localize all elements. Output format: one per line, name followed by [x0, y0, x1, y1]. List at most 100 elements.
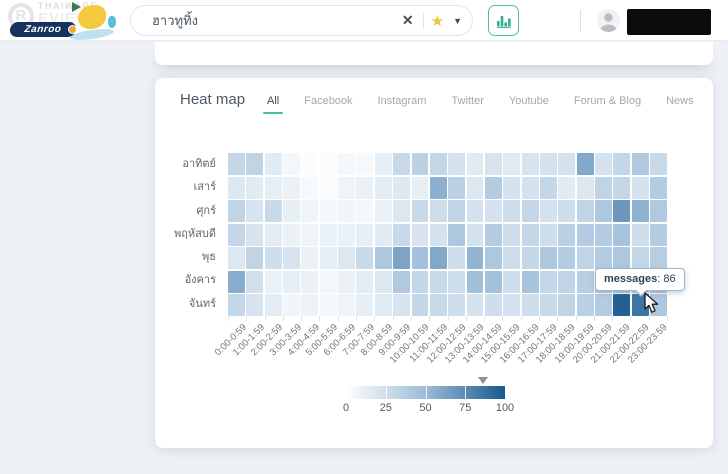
heatmap-cell[interactable]: [374, 270, 392, 293]
heatmap-cell[interactable]: [484, 153, 502, 175]
heatmap-cell[interactable]: [429, 270, 447, 293]
heatmap-cell[interactable]: [521, 247, 539, 269]
heatmap-cell[interactable]: [301, 294, 319, 316]
heatmap-cell[interactable]: [650, 247, 667, 269]
heatmap-cell[interactable]: [540, 270, 557, 293]
heatmap-cell[interactable]: [521, 270, 539, 293]
heatmap-cell[interactable]: [228, 223, 245, 246]
heatmap-cell[interactable]: [558, 270, 576, 293]
heatmap-cell[interactable]: [503, 270, 521, 293]
heatmap-cell[interactable]: [448, 223, 466, 246]
heatmap-cell[interactable]: [631, 223, 649, 246]
heatmap-cell[interactable]: [484, 223, 502, 246]
heatmap-cell[interactable]: [466, 247, 484, 269]
heatmap-cell[interactable]: [301, 200, 319, 222]
heatmap-cell[interactable]: [411, 200, 429, 222]
user-avatar[interactable]: [597, 9, 620, 32]
heatmap-cell[interactable]: [319, 294, 337, 316]
heatmap-cell[interactable]: [484, 176, 502, 199]
heatmap-cell[interactable]: [228, 200, 245, 222]
heatmap-cell[interactable]: [466, 176, 484, 199]
heatmap-cell[interactable]: [466, 223, 484, 246]
heatmap-cell[interactable]: [448, 176, 466, 199]
heatmap-cell[interactable]: [301, 270, 319, 293]
heatmap-cell[interactable]: [301, 176, 319, 199]
tab-twitter[interactable]: Twitter: [451, 95, 484, 107]
heatmap-cell[interactable]: [540, 223, 557, 246]
heatmap-cell[interactable]: [264, 294, 282, 316]
heatmap-cell[interactable]: [503, 176, 521, 199]
heatmap-cell[interactable]: [338, 223, 355, 246]
heatmap-cell[interactable]: [264, 153, 282, 175]
heatmap-cell[interactable]: [356, 270, 374, 293]
heatmap-cell[interactable]: [448, 270, 466, 293]
heatmap-cell[interactable]: [484, 270, 502, 293]
heatmap-cell[interactable]: [540, 247, 557, 269]
heatmap-cell[interactable]: [595, 176, 612, 199]
heatmap-cell[interactable]: [338, 153, 355, 175]
tab-facebook[interactable]: Facebook: [304, 95, 353, 107]
heatmap-cell[interactable]: [448, 200, 466, 222]
heatmap-cell[interactable]: [521, 223, 539, 246]
heatmap-cell[interactable]: [393, 200, 411, 222]
heatmap-cell[interactable]: [264, 270, 282, 293]
heatmap-cell[interactable]: [429, 176, 447, 199]
heatmap-cell[interactable]: [503, 223, 521, 246]
heatmap-cell[interactable]: [595, 294, 612, 316]
heatmap-cell[interactable]: [246, 153, 264, 175]
heatmap-cell[interactable]: [521, 176, 539, 199]
heatmap-cell[interactable]: [576, 176, 594, 199]
heatmap-cell[interactable]: [631, 200, 649, 222]
heatmap-cell[interactable]: [283, 176, 300, 199]
heatmap-cell[interactable]: [448, 294, 466, 316]
heatmap-cell[interactable]: [613, 153, 631, 175]
heatmap-cell[interactable]: [429, 294, 447, 316]
heatmap-cell[interactable]: [411, 153, 429, 175]
heatmap-cell[interactable]: [264, 247, 282, 269]
heatmap-cell[interactable]: [466, 153, 484, 175]
heatmap-cell[interactable]: [576, 223, 594, 246]
heatmap-cell[interactable]: [613, 223, 631, 246]
heatmap-cell[interactable]: [246, 270, 264, 293]
heatmap-cell[interactable]: [613, 176, 631, 199]
heatmap-cell[interactable]: [503, 200, 521, 222]
heatmap-cell[interactable]: [558, 294, 576, 316]
heatmap-cell[interactable]: [650, 200, 667, 222]
heatmap-cell[interactable]: [338, 294, 355, 316]
heatmap-cell[interactable]: [374, 223, 392, 246]
heatmap-cell[interactable]: [613, 247, 631, 269]
heatmap-cell[interactable]: [393, 247, 411, 269]
heatmap-cell[interactable]: [393, 294, 411, 316]
heatmap-cell[interactable]: [264, 223, 282, 246]
heatmap-cell[interactable]: [228, 294, 245, 316]
tab-news[interactable]: News: [666, 95, 694, 107]
heatmap-cell[interactable]: [283, 270, 300, 293]
heatmap-cell[interactable]: [448, 247, 466, 269]
heatmap-cell[interactable]: [576, 294, 594, 316]
heatmap-cell[interactable]: [356, 200, 374, 222]
heatmap-cell[interactable]: [264, 176, 282, 199]
clear-search-icon[interactable]: ✕: [401, 12, 414, 28]
heatmap-cell[interactable]: [576, 153, 594, 175]
heatmap-cell[interactable]: [356, 153, 374, 175]
heatmap-cell[interactable]: [246, 176, 264, 199]
heatmap-cell[interactable]: [411, 176, 429, 199]
heatmap-cell[interactable]: [356, 294, 374, 316]
search-input[interactable]: ฮาวทูทิ้ง ✕ ★ ▼: [130, 5, 473, 36]
heatmap-cell[interactable]: [283, 223, 300, 246]
heatmap-cell[interactable]: [374, 176, 392, 199]
heatmap-cell[interactable]: [576, 200, 594, 222]
heatmap-cell[interactable]: [503, 294, 521, 316]
heatmap-cell[interactable]: [246, 247, 264, 269]
heatmap-cell[interactable]: [595, 153, 612, 175]
heatmap-cell[interactable]: [521, 294, 539, 316]
heatmap-cell[interactable]: [650, 153, 667, 175]
heatmap-cell[interactable]: [558, 247, 576, 269]
heatmap-cell[interactable]: [338, 176, 355, 199]
heatmap-cell[interactable]: [301, 223, 319, 246]
search-value[interactable]: ฮาวทูทิ้ง: [152, 13, 199, 28]
heatmap-cell[interactable]: [356, 223, 374, 246]
heatmap-cell[interactable]: [521, 200, 539, 222]
heatmap-cell[interactable]: [374, 294, 392, 316]
heatmap-cell[interactable]: [613, 294, 631, 316]
